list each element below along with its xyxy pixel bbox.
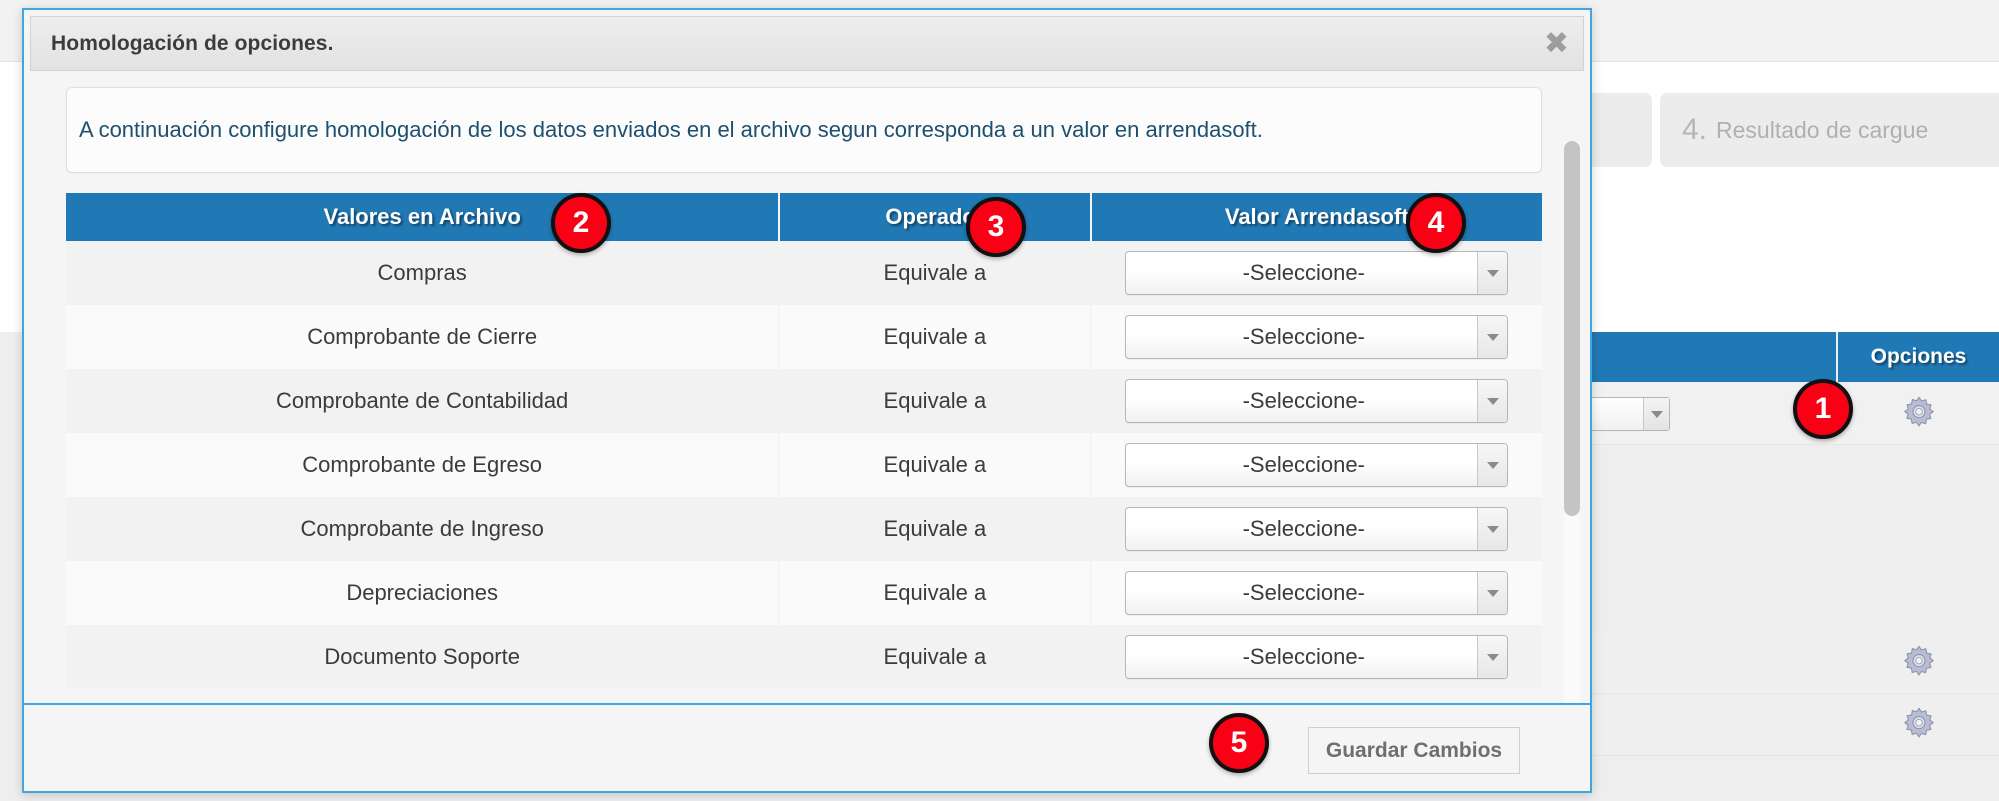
seleccione-dropdown[interactable]: -Seleccione- <box>1125 507 1509 551</box>
cell-valor-archivo: Compras <box>377 260 467 285</box>
cell-valor-archivo: Comprobante de Contabilidad <box>275 388 569 413</box>
background-table-row <box>1560 632 1999 694</box>
seleccione-dropdown-value: -Seleccione- <box>1242 388 1365 413</box>
column-valores-en-archivo: Valores en Archivo <box>323 204 521 229</box>
table-row: Comprobante de Contabilidad Equivale a -Se… <box>66 369 1542 433</box>
background-options-cell[interactable] <box>1838 694 1999 756</box>
chevron-down-icon[interactable] <box>1477 636 1508 678</box>
column-valor-arrendasoft: Valor Arrendasoft <box>1089 193 1542 241</box>
cell-valor-arrendasoft: -Seleccione- <box>1089 433 1542 497</box>
seleccione-dropdown[interactable]: -Seleccione- <box>1125 571 1509 615</box>
callout-badge-1: 1 <box>1793 379 1853 439</box>
notice-text: A continuación configure homologación de… <box>79 117 1263 142</box>
seleccione-dropdown[interactable]: -Seleccione- <box>1125 315 1509 359</box>
cell-valor-archivo: Documento Soporte <box>324 644 520 669</box>
table-body: Compras Equivale a -Seleccione- Comprobante… <box>66 241 1542 689</box>
homologacion-modal: Homologación de opciones. ✖ A continuaci… <box>22 8 1592 793</box>
cell-valor-archivo: Depreciaciones <box>346 580 498 605</box>
chevron-down-icon[interactable] <box>1477 444 1508 486</box>
cell-operador: Equivale a <box>778 369 1089 433</box>
seleccione-dropdown[interactable]: -Seleccione- <box>1125 635 1509 679</box>
modal-title: Homologación de opciones. <box>51 31 334 55</box>
cell-valor-arrendasoft: -Seleccione- <box>1089 625 1542 689</box>
cell-operador: Equivale a <box>778 625 1089 689</box>
column-operador: Operador <box>778 193 1089 241</box>
background-table-row <box>1560 383 1999 445</box>
gear-icon[interactable] <box>1900 706 1938 744</box>
callout-badge-3: 3 <box>966 197 1026 257</box>
save-button[interactable]: Guardar Cambios <box>1308 727 1520 774</box>
background-row-select[interactable] <box>1580 397 1670 431</box>
modal-footer: Guardar Cambios <box>24 703 1590 791</box>
background-options-cell[interactable] <box>1838 632 1999 694</box>
background-options-cell[interactable] <box>1838 383 1999 445</box>
seleccione-dropdown-value: -Seleccione- <box>1242 580 1365 605</box>
modal-body: A continuación configure homologación de… <box>24 71 1590 703</box>
cell-valor-arrendasoft: -Seleccione- <box>1089 497 1542 561</box>
callout-badge-2: 2 <box>551 193 611 253</box>
step-label: Resultado de cargue <box>1716 116 1929 143</box>
cell-valor-arrendasoft: -Seleccione- <box>1089 305 1542 369</box>
table-row: Compras Equivale a -Seleccione- <box>66 241 1542 305</box>
table-row: Comprobante de Ingreso Equivale a -Selecci… <box>66 497 1542 561</box>
seleccione-dropdown[interactable]: -Seleccione- <box>1125 443 1509 487</box>
notice-panel: A continuación configure homologación de… <box>66 87 1542 173</box>
chevron-down-icon[interactable] <box>1477 252 1508 294</box>
cell-valor-archivo: Comprobante de Egreso <box>302 452 542 477</box>
table-row: Comprobante de Cierre Equivale a -Seleccio… <box>66 305 1542 369</box>
close-icon[interactable]: ✖ <box>1543 25 1569 61</box>
callout-badge-5: 5 <box>1209 713 1269 773</box>
background-table-header-blank <box>1560 332 1836 382</box>
scrollbar-thumb[interactable] <box>1564 141 1580 516</box>
cell-valor-archivo: Comprobante de Ingreso <box>300 516 544 541</box>
cell-valor-archivo: Comprobante de Cierre <box>307 324 538 349</box>
table-row: Comprobante de Egreso Equivale a -Seleccio… <box>66 433 1542 497</box>
cell-valor-arrendasoft: -Seleccione- <box>1089 369 1542 433</box>
cell-operador: Equivale a <box>778 241 1089 305</box>
cell-valor-arrendasoft: -Seleccione- <box>1089 241 1542 305</box>
seleccione-dropdown-value: -Seleccione- <box>1242 260 1365 285</box>
seleccione-dropdown-value: -Seleccione- <box>1242 452 1365 477</box>
table-header-row: Valores en Archivo Operador Valor Arrend… <box>66 193 1542 241</box>
background-table-header-opciones: Opciones <box>1838 332 1999 382</box>
seleccione-dropdown-value: -Seleccione- <box>1242 324 1365 349</box>
cell-operador: Equivale a <box>778 561 1089 625</box>
table-row: Documento Soporte Equivale a -Seleccione- <box>66 625 1542 689</box>
chevron-down-icon[interactable] <box>1477 572 1508 614</box>
modal-scrollbar[interactable] <box>1564 141 1580 703</box>
gear-icon[interactable] <box>1900 644 1938 682</box>
homologacion-table: Valores en Archivo Operador Valor Arrend… <box>66 193 1542 689</box>
background-table-row <box>1560 694 1999 756</box>
cell-operador: Equivale a <box>778 497 1089 561</box>
seleccione-dropdown-value: -Seleccione- <box>1242 644 1365 669</box>
chevron-down-icon <box>1643 398 1669 430</box>
callout-badge-4: 4 <box>1406 193 1466 253</box>
table-row: Depreciaciones Equivale a -Seleccione- <box>66 561 1542 625</box>
modal-header: Homologación de opciones. ✖ <box>30 16 1584 71</box>
cell-operador: Equivale a <box>778 305 1089 369</box>
seleccione-dropdown-value: -Seleccione- <box>1242 516 1365 541</box>
chevron-down-icon[interactable] <box>1477 508 1508 550</box>
chevron-down-icon[interactable] <box>1477 380 1508 422</box>
gear-icon[interactable] <box>1900 395 1938 433</box>
step-number: 4. <box>1682 113 1708 146</box>
seleccione-dropdown[interactable]: -Seleccione- <box>1125 251 1509 295</box>
cell-valor-arrendasoft: -Seleccione- <box>1089 561 1542 625</box>
step-4-resultado-de-cargue[interactable]: 4. Resultado de cargue <box>1660 93 1999 167</box>
chevron-down-icon[interactable] <box>1477 316 1508 358</box>
seleccione-dropdown[interactable]: -Seleccione- <box>1125 379 1509 423</box>
cell-operador: Equivale a <box>778 433 1089 497</box>
